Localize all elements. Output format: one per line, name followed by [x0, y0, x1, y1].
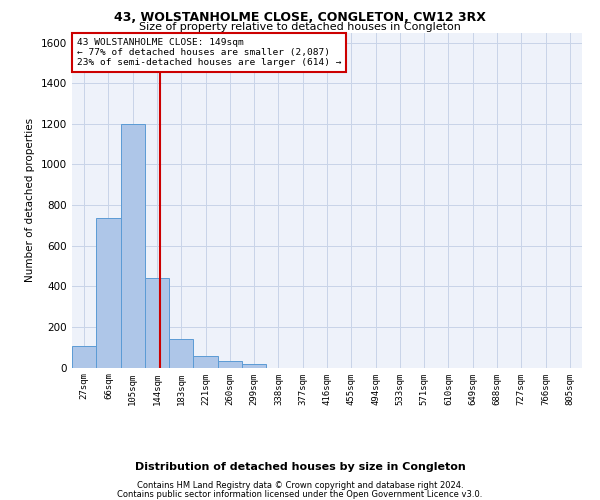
Bar — [169, 339, 193, 368]
Text: Contains HM Land Registry data © Crown copyright and database right 2024.: Contains HM Land Registry data © Crown c… — [137, 481, 463, 490]
Bar — [72, 346, 96, 368]
Text: 43 WOLSTANHOLME CLOSE: 149sqm
← 77% of detached houses are smaller (2,087)
23% o: 43 WOLSTANHOLME CLOSE: 149sqm ← 77% of d… — [77, 38, 341, 68]
Bar — [193, 356, 218, 368]
Text: Size of property relative to detached houses in Congleton: Size of property relative to detached ho… — [139, 22, 461, 32]
Bar — [121, 124, 145, 368]
Bar — [242, 364, 266, 368]
Y-axis label: Number of detached properties: Number of detached properties — [25, 118, 35, 282]
Text: Contains public sector information licensed under the Open Government Licence v3: Contains public sector information licen… — [118, 490, 482, 499]
Text: Distribution of detached houses by size in Congleton: Distribution of detached houses by size … — [134, 462, 466, 472]
Bar — [96, 218, 121, 368]
Text: 43, WOLSTANHOLME CLOSE, CONGLETON, CW12 3RX: 43, WOLSTANHOLME CLOSE, CONGLETON, CW12 … — [114, 11, 486, 24]
Bar — [145, 278, 169, 368]
Bar — [218, 361, 242, 368]
